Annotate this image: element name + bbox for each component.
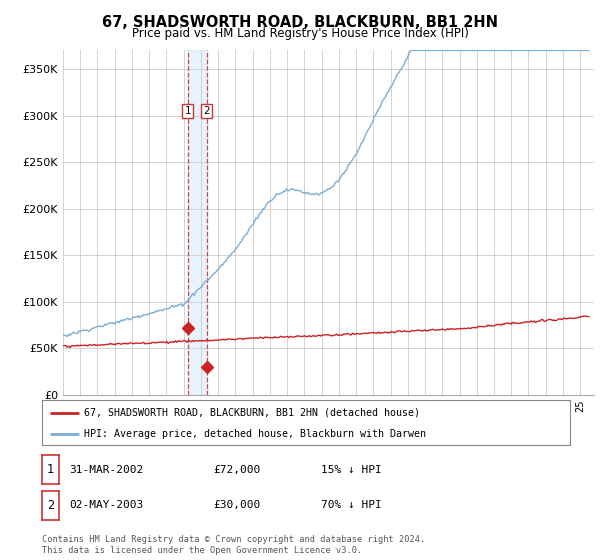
Text: 2: 2 — [203, 106, 210, 116]
Text: 70% ↓ HPI: 70% ↓ HPI — [321, 500, 382, 510]
Text: Price paid vs. HM Land Registry's House Price Index (HPI): Price paid vs. HM Land Registry's House … — [131, 27, 469, 40]
Text: 15% ↓ HPI: 15% ↓ HPI — [321, 465, 382, 475]
Text: 02-MAY-2003: 02-MAY-2003 — [69, 500, 143, 510]
Text: 1: 1 — [184, 106, 191, 116]
Text: 67, SHADSWORTH ROAD, BLACKBURN, BB1 2HN (detached house): 67, SHADSWORTH ROAD, BLACKBURN, BB1 2HN … — [84, 408, 420, 418]
Text: 31-MAR-2002: 31-MAR-2002 — [69, 465, 143, 475]
Text: HPI: Average price, detached house, Blackburn with Darwen: HPI: Average price, detached house, Blac… — [84, 429, 426, 439]
Bar — [188, 50, 206, 395]
Text: 67, SHADSWORTH ROAD, BLACKBURN, BB1 2HN: 67, SHADSWORTH ROAD, BLACKBURN, BB1 2HN — [102, 15, 498, 30]
Text: £30,000: £30,000 — [213, 500, 260, 510]
Text: Contains HM Land Registry data © Crown copyright and database right 2024.
This d: Contains HM Land Registry data © Crown c… — [42, 535, 425, 555]
Text: £72,000: £72,000 — [213, 465, 260, 475]
Text: 2: 2 — [47, 498, 54, 512]
Text: 1: 1 — [47, 463, 54, 477]
